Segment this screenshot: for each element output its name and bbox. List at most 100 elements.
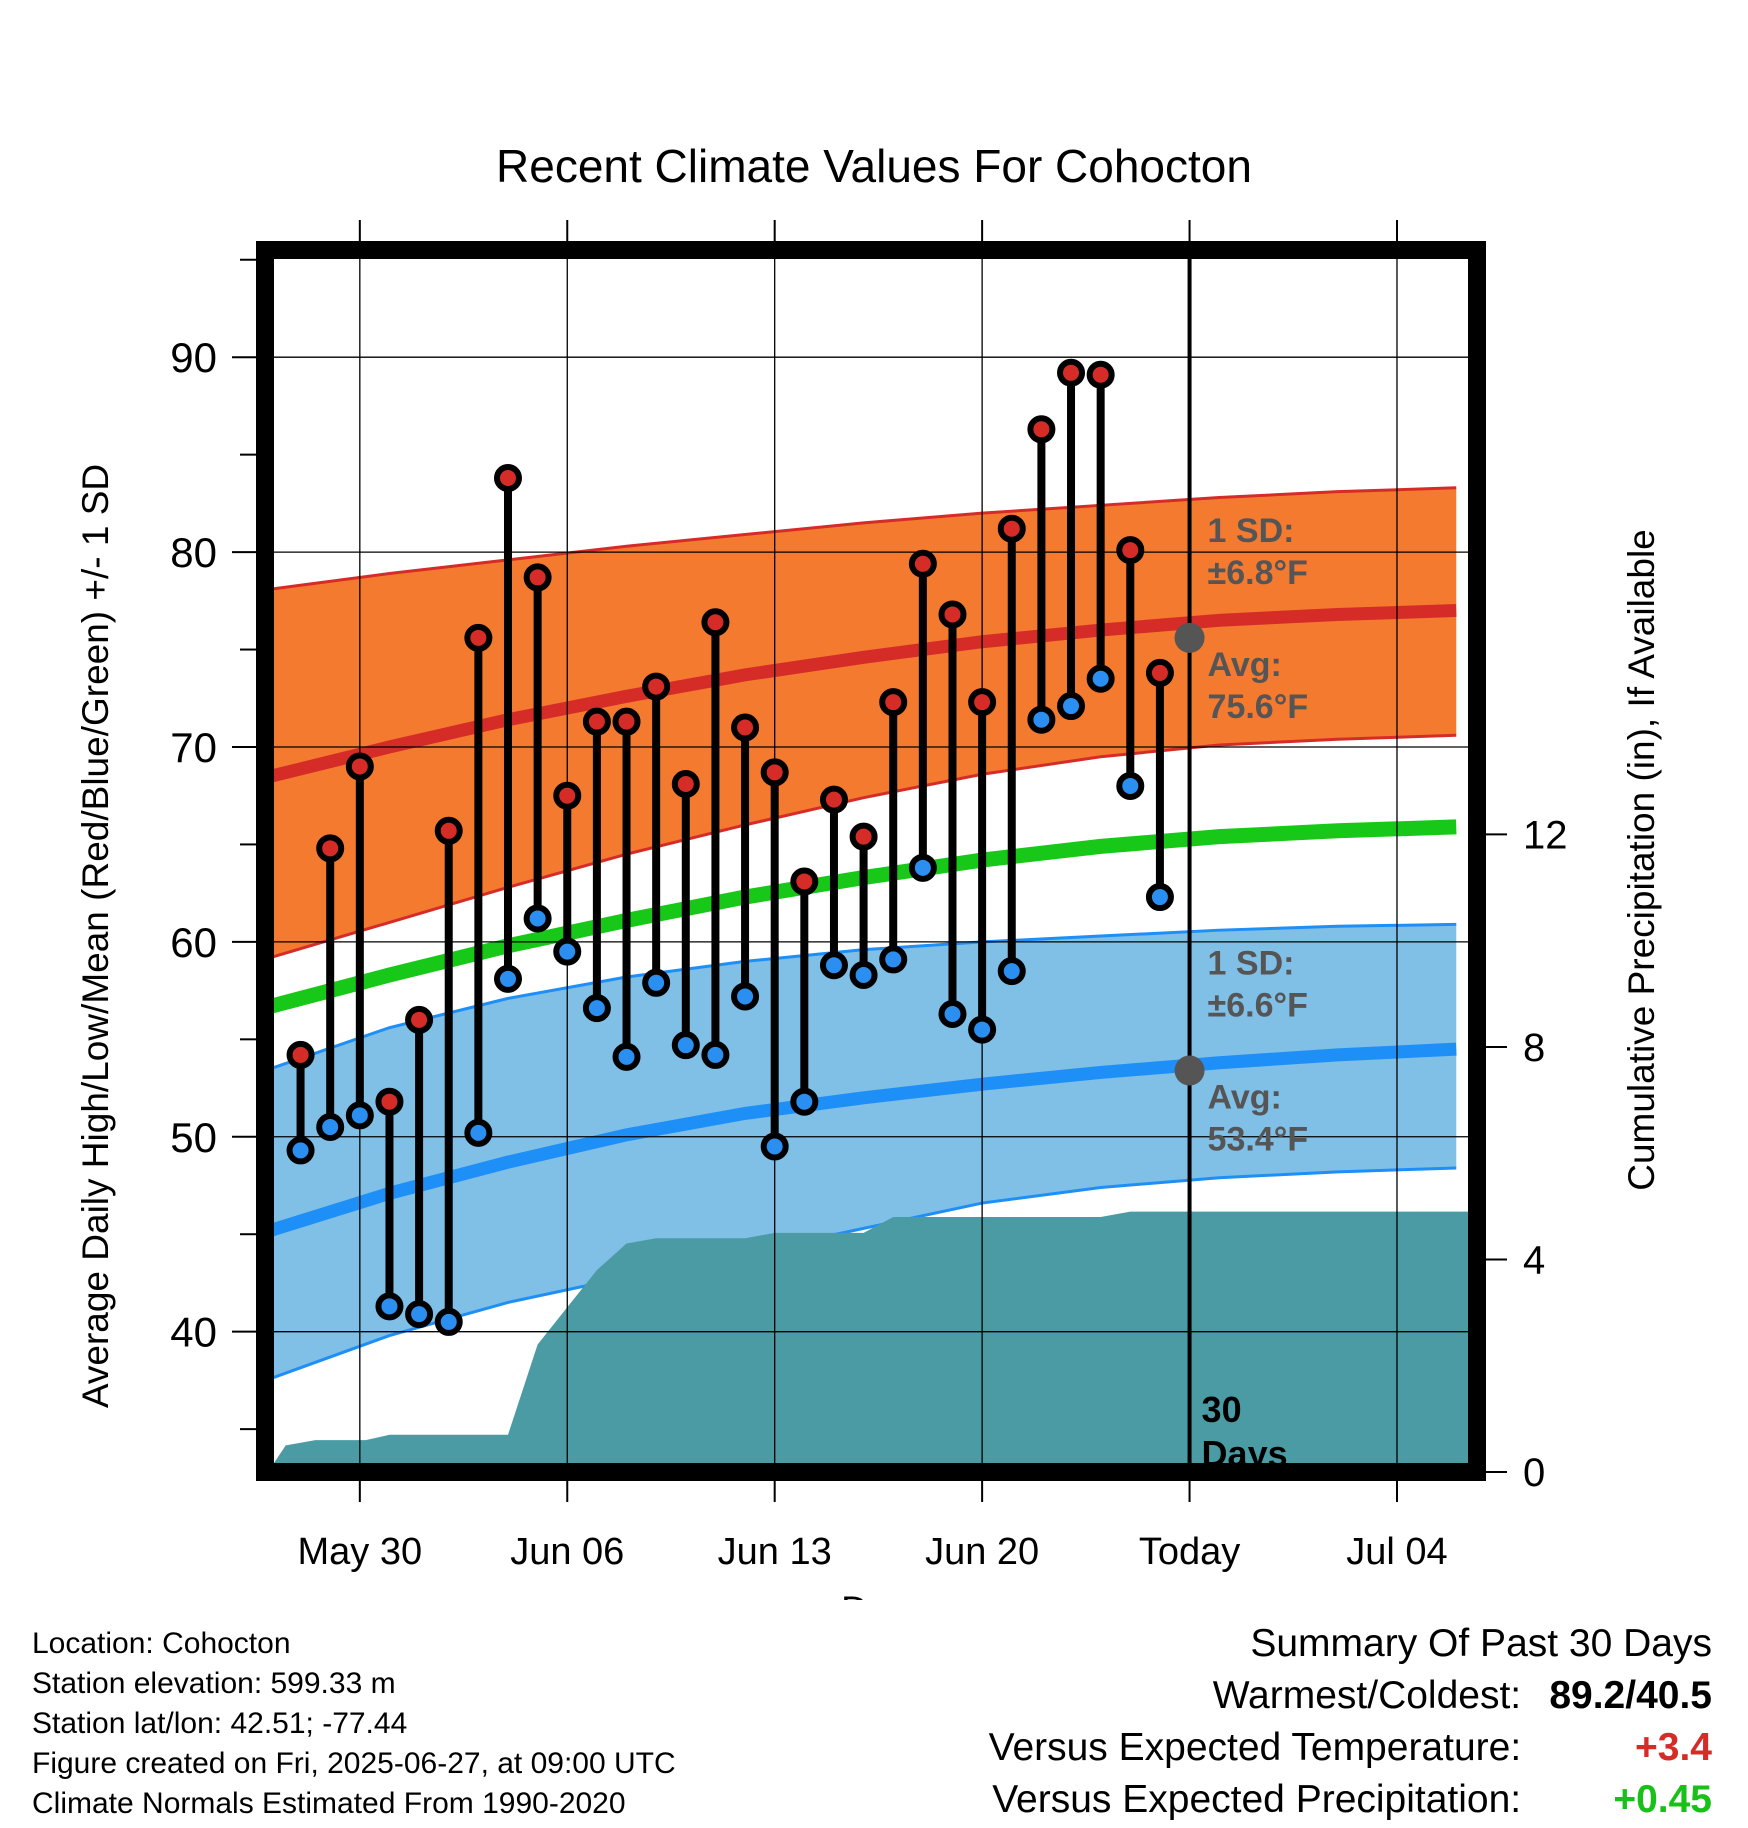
y-axis-label: Average Daily High/Low/Mean (Red/Blue/Gr… xyxy=(75,464,116,1408)
daily-high-point xyxy=(405,1005,434,1034)
location-text: Location: Cohocton xyxy=(32,1627,291,1660)
normals-text: Climate Normals Estimated From 1990-2020 xyxy=(32,1787,626,1820)
x-axis-label: Day xyxy=(841,1589,907,1600)
daily-high-point xyxy=(849,822,878,851)
daily-low-point xyxy=(968,1015,997,1044)
x-tick-label: Jul 04 xyxy=(1346,1531,1447,1573)
created-text: Figure created on Fri, 2025-06-27, at 09… xyxy=(32,1747,676,1780)
x-tick-label: Jun 06 xyxy=(510,1531,624,1573)
low-sd-annotation-line: 1 SD: xyxy=(1208,945,1295,983)
daily-high-point xyxy=(553,781,582,810)
y2-tick-label: 8 xyxy=(1523,1026,1545,1070)
daily-low-point xyxy=(790,1087,819,1116)
summary-heading: Summary Of Past 30 Days xyxy=(1250,1622,1712,1665)
high-upper-edge xyxy=(270,486,1457,591)
daily-high-point xyxy=(523,563,552,592)
y-tick-label: 50 xyxy=(170,1114,217,1161)
daily-low-point xyxy=(997,957,1026,986)
daily-low-point xyxy=(1057,692,1086,721)
x-tick-label: May 30 xyxy=(298,1531,423,1573)
y-tick-label: 90 xyxy=(170,334,217,381)
daily-high-point xyxy=(671,770,700,799)
temp-anomaly-value: +3.4 xyxy=(1635,1726,1712,1769)
daily-low-point xyxy=(375,1292,404,1321)
latlon-text: Station lat/lon: 42.51; -77.44 xyxy=(32,1707,408,1740)
daily-low-point xyxy=(849,961,878,990)
y-tick-label: 70 xyxy=(170,724,217,771)
today-high-avg-point xyxy=(1174,622,1205,653)
summary-row-temp: Versus Expected Temperature: +3.4 xyxy=(812,1722,1712,1774)
today-low-avg-point xyxy=(1174,1055,1205,1086)
daily-low-point xyxy=(879,945,908,974)
daily-high-point xyxy=(1027,415,1056,444)
precip-anomaly-value: +0.45 xyxy=(1613,1778,1712,1821)
daily-low-point xyxy=(1116,771,1145,800)
daily-low-point xyxy=(493,964,522,993)
daily-high-point xyxy=(1057,358,1086,387)
plot-content: 1 SD: ±6.8°F Avg: 75.6°F 1 SD: ±6.6°F Avg: 53.4… xyxy=(265,250,1477,1472)
temp-anomaly-label: Versus Expected Temperature: xyxy=(988,1726,1522,1769)
y2-tick-label: 4 xyxy=(1523,1238,1545,1282)
plot-frame xyxy=(256,241,1486,1481)
low-avg-annotation-line: 53.4°F xyxy=(1208,1121,1309,1159)
chart-title: Recent Climate Values For Cohocton xyxy=(496,140,1252,192)
summary-panel: Summary Of Past 30 Days Warmest/Coldest:… xyxy=(812,1618,1712,1826)
y2-axis-label: Cumulative Precipitation (in), If Availa… xyxy=(1621,529,1662,1191)
low-sd-annotation-line: ±6.6°F xyxy=(1208,987,1308,1025)
high-sd-annotation-line: 1 SD: xyxy=(1208,512,1295,550)
daily-low-point xyxy=(286,1136,315,1165)
warmest-coldest-label: Warmest/Coldest: xyxy=(1212,1674,1522,1717)
daily-high-point xyxy=(1116,536,1145,565)
daily-low-point xyxy=(612,1042,641,1071)
daily-high-point xyxy=(286,1040,315,1069)
daily-low-point xyxy=(1145,883,1174,912)
station-info: Location: Cohocton Station elevation: 59… xyxy=(32,1624,676,1824)
precip-anomaly-label: Versus Expected Precipitation: xyxy=(992,1778,1522,1821)
daily-high-point xyxy=(819,785,848,814)
daily-low-point xyxy=(1027,705,1056,734)
daily-low-point xyxy=(642,968,671,997)
elevation-text: Station elevation: 599.33 m xyxy=(32,1667,396,1700)
low-avg-annotation-line: Avg: xyxy=(1208,1079,1282,1117)
y-tick-label: 80 xyxy=(170,529,217,576)
daily-high-point xyxy=(642,672,671,701)
daily-high-point xyxy=(938,600,967,629)
low-lower-edge xyxy=(270,1166,1457,1380)
daily-high-point xyxy=(968,688,997,717)
high-sd-annotation-line: ±6.8°F xyxy=(1208,554,1308,592)
summary-row-extremes: Warmest/Coldest: 89.2/40.5 xyxy=(812,1670,1712,1722)
y-tick-label: 60 xyxy=(170,919,217,966)
high-avg-annotation: Avg: 75.6°F xyxy=(1208,646,1309,726)
normal-low-line xyxy=(268,1042,1457,1237)
high-avg-annotation-line: Avg: xyxy=(1208,646,1282,684)
daily-low-point xyxy=(701,1040,730,1069)
precip-area xyxy=(267,1211,1477,1472)
climate-chart: Recent Climate Values For Cohocton 1 SD:… xyxy=(75,140,1662,1600)
normal-high-line xyxy=(269,604,1457,783)
high-lower-edge xyxy=(270,733,1457,959)
daily-high-point xyxy=(345,752,374,781)
daily-low-point xyxy=(434,1307,463,1336)
daily-low-point xyxy=(731,982,760,1011)
high-sd-annotation: 1 SD: ±6.8°F xyxy=(1208,512,1308,592)
daily-low-point xyxy=(938,999,967,1028)
x-tick-label: Jun 13 xyxy=(718,1531,832,1573)
warmest-coldest-value: 89.2/40.5 xyxy=(1549,1674,1712,1717)
daily-low-point xyxy=(582,994,611,1023)
daily-low-point xyxy=(553,937,582,966)
y-tick-label: 40 xyxy=(170,1309,217,1356)
y2-tick-label: 0 xyxy=(1523,1451,1545,1495)
today-days-label-line: 30 xyxy=(1202,1389,1242,1430)
daily-high-point xyxy=(375,1087,404,1116)
daily-high-point xyxy=(731,713,760,742)
daily-low-point xyxy=(760,1132,789,1161)
low-avg-annotation: Avg: 53.4°F xyxy=(1208,1079,1309,1159)
axes: May 30 Jun 06 Jun 13 Jun 20 Today Jul 0440506… xyxy=(170,220,1568,1573)
daily-high-point xyxy=(434,816,463,845)
daily-high-point xyxy=(316,834,345,863)
daily-high-point xyxy=(760,758,789,787)
daily-low-point xyxy=(908,853,937,882)
daily-high-point xyxy=(1086,360,1115,389)
daily-high-point xyxy=(701,608,730,637)
y2-tick-label: 12 xyxy=(1523,813,1568,857)
